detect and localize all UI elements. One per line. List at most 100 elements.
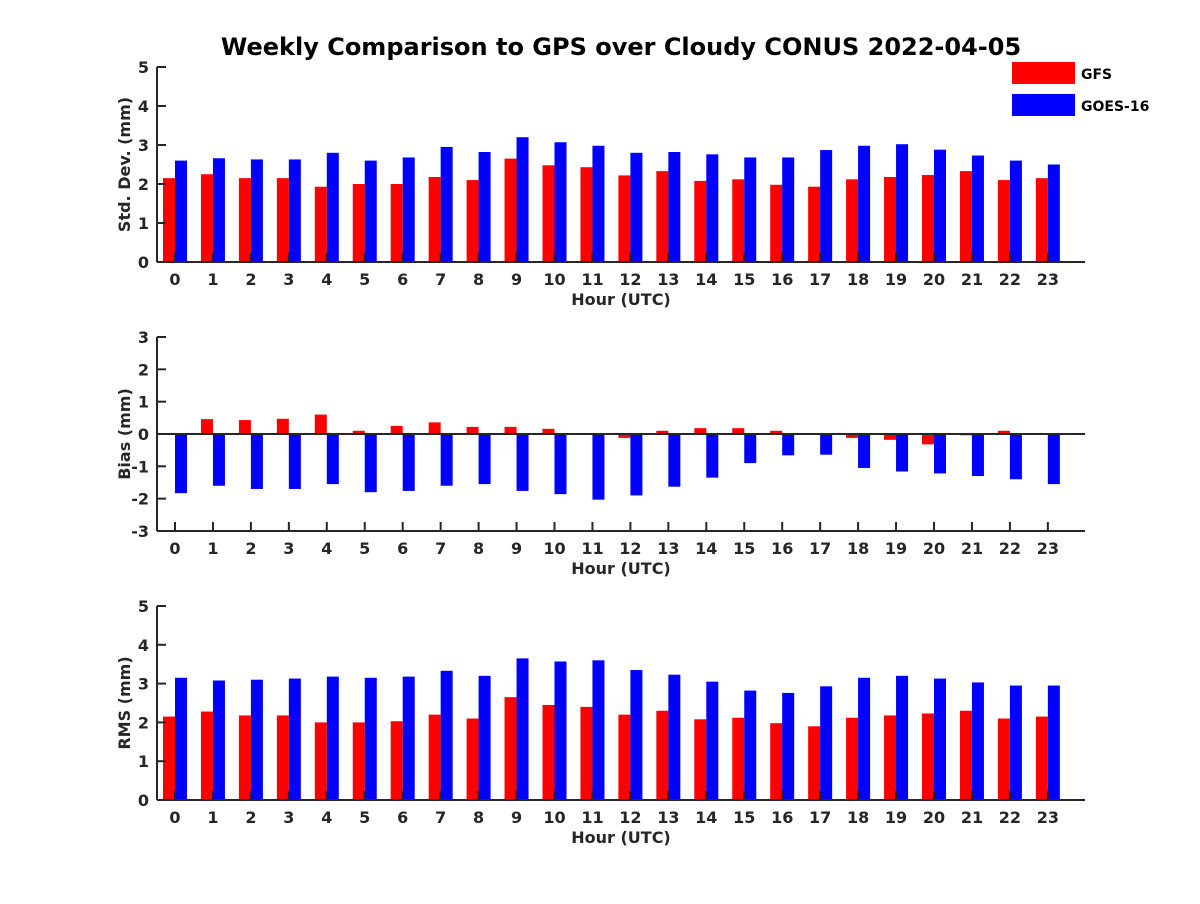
bar-gfs-hour-13 xyxy=(656,430,669,434)
y-tick-label: 0 xyxy=(138,253,149,272)
bar-gfs-hour-17 xyxy=(808,726,821,800)
bar-gfs-hour-2 xyxy=(238,420,251,434)
x-tick-label: 18 xyxy=(847,539,869,558)
bar-goes16-hour-0 xyxy=(175,434,187,494)
x-tick-label: 3 xyxy=(283,808,294,827)
x-tick-label: 4 xyxy=(321,808,332,827)
bar-gfs-hour-15 xyxy=(732,717,745,800)
chart-title: Weekly Comparison to GPS over Cloudy CON… xyxy=(221,33,1021,61)
bar-gfs-hour-18 xyxy=(846,179,859,262)
bar-gfs-hour-13 xyxy=(656,710,669,800)
bar-gfs-hour-0 xyxy=(163,178,175,262)
y-tick-label: 3 xyxy=(138,675,149,694)
x-tick-label: 16 xyxy=(771,270,793,289)
bar-gfs-hour-21 xyxy=(959,171,972,262)
bar-goes16-hour-19 xyxy=(896,434,909,472)
bar-goes16-hour-20 xyxy=(934,434,946,474)
x-tick-label: 11 xyxy=(581,808,603,827)
y-tick-label: 2 xyxy=(138,360,149,379)
bar-goes16-hour-17 xyxy=(820,686,833,800)
bar-gfs-hour-9 xyxy=(504,158,517,262)
y-tick-label: 5 xyxy=(138,58,149,77)
bar-gfs-hour-4 xyxy=(314,414,327,434)
bar-gfs-hour-12 xyxy=(618,175,631,262)
bar-goes16-hour-21 xyxy=(971,434,984,477)
bar-gfs-hour-2 xyxy=(238,715,251,800)
bar-gfs-hour-6 xyxy=(390,721,403,800)
bar-goes16-hour-15 xyxy=(744,434,757,464)
bar-gfs-hour-2 xyxy=(238,178,251,262)
x-tick-label: 8 xyxy=(473,539,484,558)
bar-goes16-hour-14 xyxy=(706,681,719,800)
bar-goes16-hour-15 xyxy=(744,157,757,262)
bar-goes16-hour-6 xyxy=(402,157,415,262)
bar-goes16-hour-20 xyxy=(934,678,946,800)
x-tick-label: 23 xyxy=(1037,539,1059,558)
bar-goes16-hour-11 xyxy=(592,434,605,500)
bar-goes16-hour-11 xyxy=(592,660,605,800)
x-tick-label: 4 xyxy=(321,539,332,558)
bar-gfs-hour-4 xyxy=(314,722,327,800)
bar-gfs-hour-19 xyxy=(884,176,897,262)
bar-gfs-hour-9 xyxy=(504,426,517,434)
x-tick-label: 10 xyxy=(543,539,565,558)
bar-goes16-hour-19 xyxy=(896,144,909,262)
bar-gfs-hour-9 xyxy=(504,697,517,800)
bar-goes16-hour-23 xyxy=(1047,164,1060,262)
bar-gfs-hour-22 xyxy=(997,718,1010,800)
x-tick-label: 16 xyxy=(771,808,793,827)
x-tick-label: 13 xyxy=(657,808,679,827)
bar-goes16-hour-13 xyxy=(668,434,681,487)
bar-gfs-hour-15 xyxy=(732,179,745,262)
bar-gfs-hour-10 xyxy=(542,165,555,262)
x-tick-label: 7 xyxy=(435,808,446,827)
x-tick-label: 23 xyxy=(1037,808,1059,827)
x-axis-label: Hour (UTC) xyxy=(571,290,671,309)
bar-goes16-hour-22 xyxy=(1009,434,1022,480)
bar-gfs-hour-19 xyxy=(884,434,897,440)
bar-goes16-hour-18 xyxy=(858,677,871,800)
bar-goes16-hour-10 xyxy=(554,434,567,495)
bar-goes16-hour-12 xyxy=(630,670,643,800)
bar-goes16-hour-17 xyxy=(820,434,833,455)
bar-gfs-hour-22 xyxy=(997,430,1010,434)
x-tick-label: 16 xyxy=(771,539,793,558)
y-tick-label: 3 xyxy=(138,136,149,155)
bar-gfs-hour-16 xyxy=(770,430,783,434)
bar-gfs-hour-4 xyxy=(314,186,327,262)
x-tick-label: 9 xyxy=(511,270,522,289)
bar-gfs-hour-7 xyxy=(428,422,441,434)
y-axis-label: Std. Dev. (mm) xyxy=(115,97,134,232)
bar-goes16-hour-5 xyxy=(364,434,377,493)
bar-gfs-hour-11 xyxy=(580,706,593,800)
x-tick-label: 0 xyxy=(169,539,180,558)
bar-goes16-hour-9 xyxy=(516,658,529,800)
x-tick-label: 1 xyxy=(207,270,218,289)
x-tick-label: 0 xyxy=(169,270,180,289)
bar-gfs-hour-3 xyxy=(276,418,289,434)
bar-goes16-hour-8 xyxy=(478,434,491,485)
bar-gfs-hour-5 xyxy=(352,184,365,262)
x-tick-label: 19 xyxy=(885,270,907,289)
bar-gfs-hour-13 xyxy=(656,171,669,262)
x-tick-label: 17 xyxy=(809,539,831,558)
bar-goes16-hour-7 xyxy=(440,146,453,262)
bar-gfs-hour-16 xyxy=(770,184,783,262)
bar-gfs-hour-10 xyxy=(542,704,555,800)
bar-gfs-hour-10 xyxy=(542,428,555,434)
bar-goes16-hour-10 xyxy=(554,661,567,800)
y-tick-label: -1 xyxy=(131,457,149,476)
x-tick-label: 6 xyxy=(397,808,408,827)
y-tick-label: 0 xyxy=(138,791,149,810)
legend-label-gfs: GFS xyxy=(1081,67,1112,83)
bar-gfs-hour-1 xyxy=(200,419,213,434)
bar-gfs-hour-12 xyxy=(618,434,631,438)
x-tick-label: 5 xyxy=(359,270,370,289)
x-tick-label: 14 xyxy=(695,270,717,289)
bar-goes16-hour-2 xyxy=(250,159,263,262)
x-tick-label: 7 xyxy=(435,270,446,289)
y-tick-label: 5 xyxy=(138,597,149,616)
bar-goes16-hour-3 xyxy=(288,678,301,800)
y-axis-label: RMS (mm) xyxy=(115,656,134,749)
